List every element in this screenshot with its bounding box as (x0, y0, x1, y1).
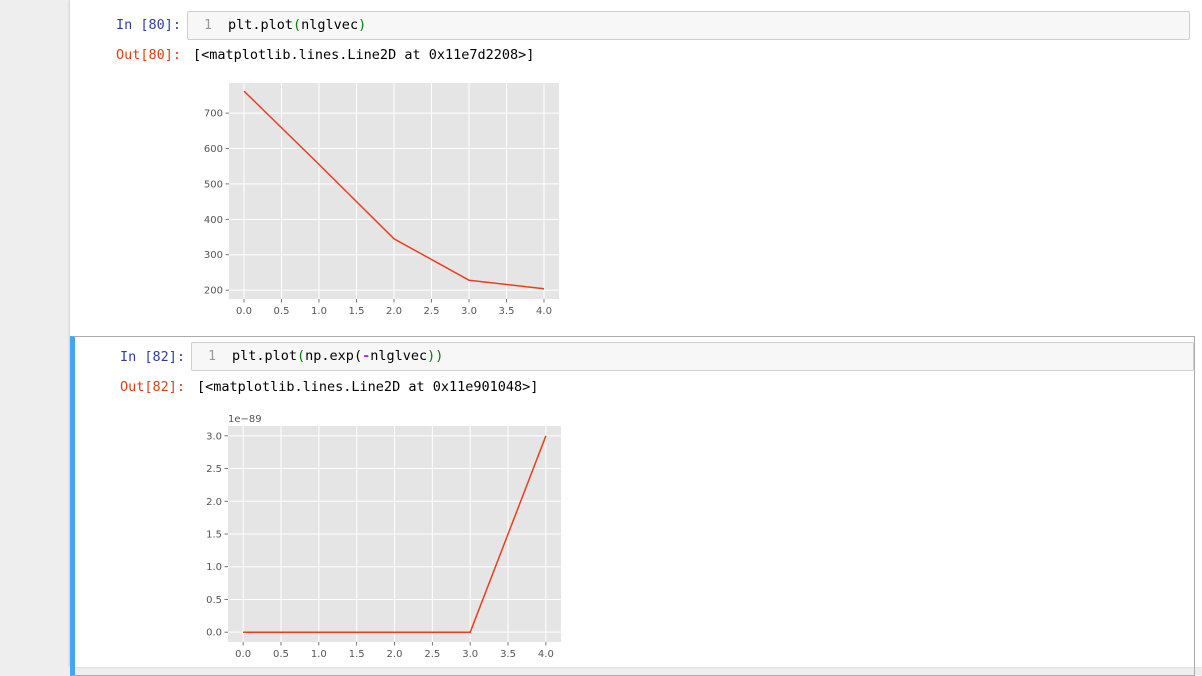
line-plot: 0.0 0.5 1.0 1.5 2.0 2.5 3.0 3.5 4.0 0.0 0.5 1.0 1.5 2… (190, 409, 565, 671)
x-tick-label: 0.0 (235, 649, 251, 660)
code-input-area[interactable]: 1 plt.plot(np.exp(-nlglvec)) (191, 342, 1194, 371)
y-tick-label: 2.5 (206, 464, 222, 475)
y-tick-label: 400 (204, 215, 223, 226)
input-prompt: In [80]: (71, 17, 181, 33)
x-tick-label: 3.0 (461, 306, 477, 317)
x-tick-label: 1.0 (311, 649, 327, 660)
x-tick-label: 3.5 (499, 306, 515, 317)
x-tick-label: 0.0 (236, 306, 252, 317)
x-tick-label: 3.5 (500, 649, 516, 660)
y-tick-label: 3.0 (206, 431, 222, 442)
x-tick-label: 4.0 (536, 306, 552, 317)
notebook-container: In [80]: 1 plt.plot(nlglvec) Out[80]: [<… (70, 0, 1202, 667)
line-plot: 0.0 0.5 1.0 1.5 2.0 2.5 3.0 3.5 4.0 200 300 400 500 6… (191, 79, 566, 324)
code-cell[interactable]: In [80]: 1 plt.plot(nlglvec) Out[80]: [<… (70, 0, 1195, 330)
input-prompt: In [82]: (75, 349, 185, 365)
y-tick-label: 600 (204, 144, 223, 155)
output-text: [<matplotlib.lines.Line2D at 0x11e7d2208… (193, 47, 534, 63)
code-cell-selected[interactable]: In [82]: 1 plt.plot(np.exp(-nlglvec)) Ou… (70, 336, 1195, 676)
code-text[interactable]: plt.plot(np.exp(-nlglvec)) (232, 348, 443, 365)
x-tick-label: 0.5 (274, 306, 290, 317)
x-tick-label: 2.0 (387, 649, 403, 660)
y-offset-label: 1e−89 (228, 414, 262, 425)
y-tick-label: 300 (204, 250, 223, 261)
x-tick-label: 2.5 (424, 306, 440, 317)
x-tick-label: 1.5 (349, 306, 365, 317)
y-tick-label: 1.5 (206, 530, 222, 541)
y-tick-label: 1.0 (206, 562, 222, 573)
y-tick-label: 2.0 (206, 497, 222, 508)
y-tick-label: 700 (204, 109, 223, 120)
x-tick-label: 2.0 (386, 306, 402, 317)
code-text[interactable]: plt.plot(nlglvec) (228, 17, 366, 34)
y-tick-label: 200 (204, 286, 223, 297)
x-tick-label: 3.0 (462, 649, 478, 660)
x-tick-label: 0.5 (273, 649, 289, 660)
output-prompt: Out[80]: (71, 47, 181, 63)
y-tick-label: 0.5 (206, 595, 222, 606)
y-tick-label: 0.0 (206, 628, 222, 639)
line-number: 1 (188, 18, 212, 34)
output-prompt: Out[82]: (75, 379, 185, 395)
line-number: 1 (192, 349, 216, 365)
x-tick-label: 1.5 (349, 649, 365, 660)
x-tick-label: 2.5 (424, 649, 440, 660)
output-text: [<matplotlib.lines.Line2D at 0x11e901048… (197, 379, 538, 395)
x-tick-label: 1.0 (311, 306, 327, 317)
y-tick-label: 500 (204, 179, 223, 190)
code-input-area[interactable]: 1 plt.plot(nlglvec) (187, 11, 1190, 40)
x-tick-label: 4.0 (538, 649, 554, 660)
